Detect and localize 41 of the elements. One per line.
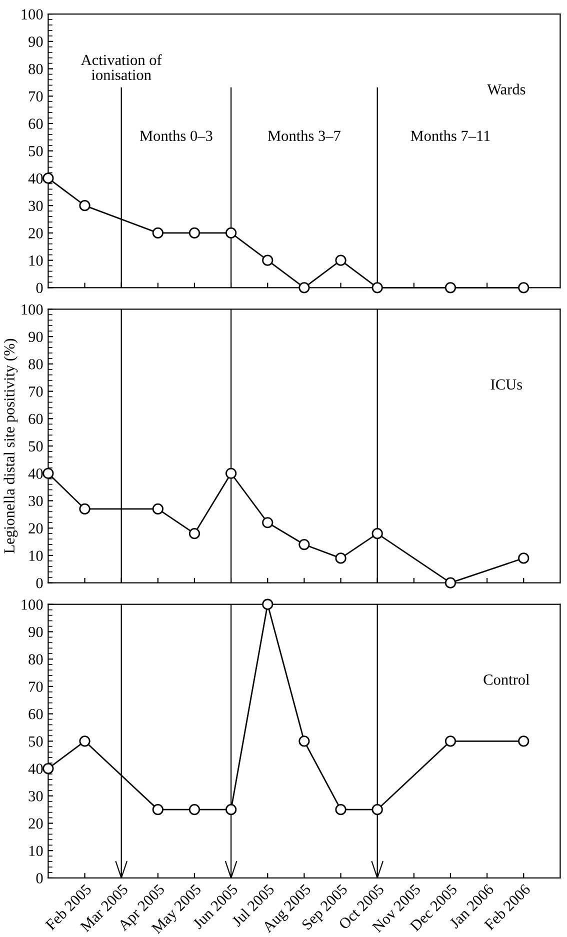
y-tick-label: 70 [29,682,43,692]
y-tick-label: 50 [28,441,43,452]
y-tick-label: 50 [28,736,43,747]
y-tick-label: 10 [29,550,43,561]
text: Wards [487,84,526,95]
y-tick-label: 20 [28,818,43,829]
text: Control [484,674,530,685]
y-tick-label: 70 [29,386,43,397]
y-axis-title: Legionella distal site positivity (%) [4,338,18,554]
y-tick-label: 70 [29,91,43,102]
y-tick-label: 0 [36,282,43,294]
y-tick-label: 20 [28,523,43,534]
y-tick-label: 30 [28,791,43,802]
y-tick-label: 10 [29,255,43,266]
y-tick-label: 80 [28,654,43,665]
y-tick-label: 10 [29,846,43,856]
ref-line-label: Activation of ionisation [80,54,162,80]
annotation: Months 3–7 [268,130,340,141]
y-tick-label: 40 [28,468,43,479]
y-tick-label: 60 [28,118,43,129]
y-tick-label: 20 [28,228,43,238]
y-tick-label: 100 [22,304,43,315]
y-tick-label: 60 [28,414,43,424]
text: ICUs [490,379,522,390]
y-tick-label: 90 [28,332,43,342]
y-tick-label: 0 [36,873,43,884]
y-tick-label: 0 [36,578,43,588]
y-tick-label: 100 [22,600,43,610]
y-tick-label: 30 [28,200,43,212]
y-tick-label: 90 [28,626,43,638]
y-tick-label: 50 [28,146,43,156]
y-tick-label: 100 [22,9,43,20]
annotation: Months 0–3 [140,130,212,141]
y-tick-label: 30 [28,496,43,506]
y-tick-label: 60 [28,708,43,720]
y-tick-label: 80 [28,64,43,74]
y-tick-label: 40 [28,173,43,184]
y-tick-label: 80 [28,359,43,370]
annotation: Months 7–11 [410,130,490,141]
y-tick-label: 90 [28,36,43,47]
y-tick-label: 40 [28,764,43,774]
